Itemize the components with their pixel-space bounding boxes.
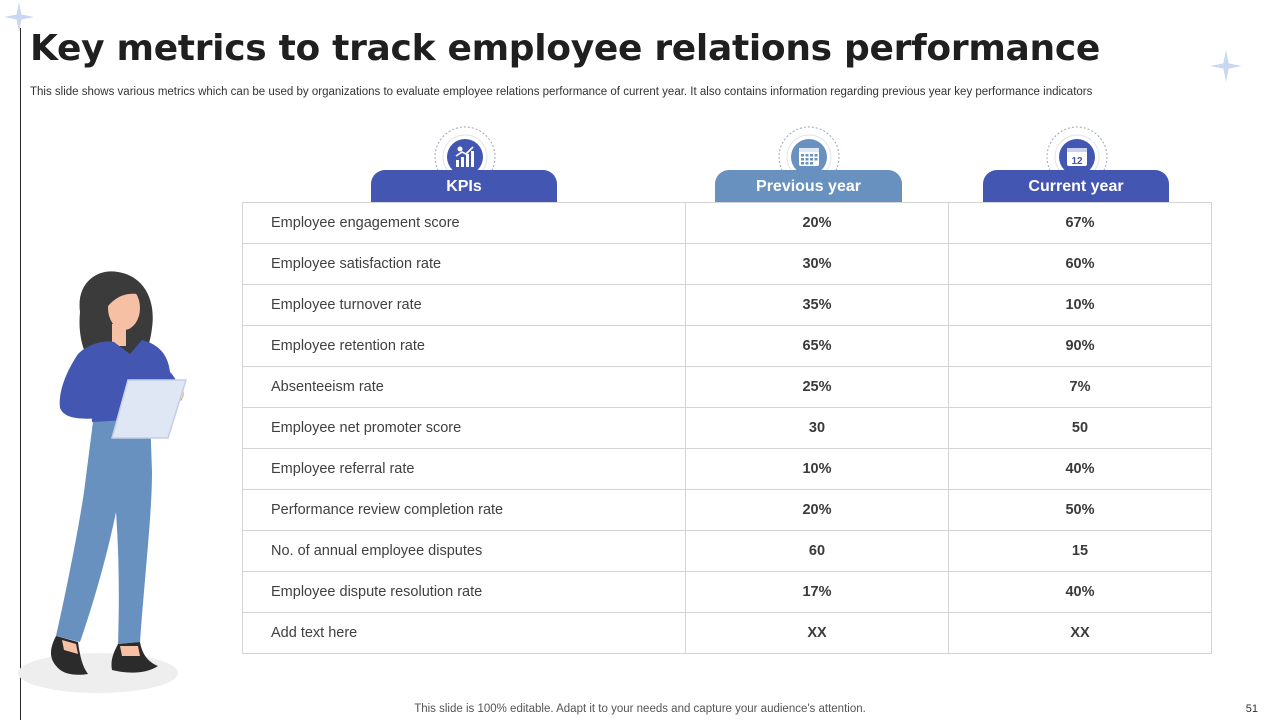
kpi-cell: Add text here — [242, 612, 686, 654]
table-row: Employee engagement score 20% 67% — [242, 202, 1212, 244]
previous-value-cell: 65% — [685, 325, 949, 367]
previous-value-cell: 20% — [685, 202, 949, 244]
kpi-cell: No. of annual employee disputes — [242, 530, 686, 572]
page-number: 51 — [1245, 703, 1258, 715]
woman-with-tablet-illustration — [18, 271, 188, 693]
slide-title: Key metrics to track employee relations … — [30, 28, 1101, 69]
current-value-cell: 50% — [948, 489, 1212, 531]
left-vertical-rule — [20, 28, 21, 720]
kpi-cell: Employee satisfaction rate — [242, 243, 686, 285]
header-previous-year: Previous year — [715, 170, 902, 202]
previous-value-cell: 60 — [685, 530, 949, 572]
sparkle-icon — [4, 2, 34, 32]
current-value-cell: 67% — [948, 202, 1212, 244]
current-value-cell: 40% — [948, 448, 1212, 490]
kpi-cell: Employee dispute resolution rate — [242, 571, 686, 613]
current-value-cell: 60% — [948, 243, 1212, 285]
previous-value-cell: 17% — [685, 571, 949, 613]
table-row: Employee satisfaction rate 30% 60% — [242, 243, 1212, 285]
kpi-cell: Employee retention rate — [242, 325, 686, 367]
current-value-cell: 10% — [948, 284, 1212, 326]
metrics-table: Employee engagement score 20% 67% Employ… — [242, 202, 1212, 654]
current-value-cell: 15 — [948, 530, 1212, 572]
previous-value-cell: 25% — [685, 366, 949, 408]
previous-value-cell: 10% — [685, 448, 949, 490]
previous-value-cell: 30 — [685, 407, 949, 449]
calendar-day-text: 12 — [1071, 156, 1083, 167]
table-row: Employee referral rate 10% 40% — [242, 448, 1212, 490]
kpi-cell: Employee engagement score — [242, 202, 686, 244]
table-row: No. of annual employee disputes 60 15 — [242, 530, 1212, 572]
footer-note: This slide is 100% editable. Adapt it to… — [414, 703, 866, 715]
table-row: Employee retention rate 65% 90% — [242, 325, 1212, 367]
header-current-year: Current year — [983, 170, 1169, 202]
kpi-cell: Employee referral rate — [242, 448, 686, 490]
kpi-cell: Employee net promoter score — [242, 407, 686, 449]
previous-value-cell: 30% — [685, 243, 949, 285]
current-value-cell: 50 — [948, 407, 1212, 449]
previous-value-cell: 20% — [685, 489, 949, 531]
current-value-cell: 7% — [948, 366, 1212, 408]
previous-value-cell: XX — [685, 612, 949, 654]
table-row: Employee turnover rate 35% 10% — [242, 284, 1212, 326]
table-row: Employee dispute resolution rate 17% 40% — [242, 571, 1212, 613]
current-value-cell: XX — [948, 612, 1212, 654]
previous-value-cell: 35% — [685, 284, 949, 326]
current-value-cell: 90% — [948, 325, 1212, 367]
table-row: Performance review completion rate 20% 5… — [242, 489, 1212, 531]
table-row: Add text here XX XX — [242, 612, 1212, 654]
sparkle-icon — [1210, 50, 1242, 82]
slide-subtitle: This slide shows various metrics which c… — [30, 86, 1093, 98]
kpi-cell: Employee turnover rate — [242, 284, 686, 326]
kpi-cell: Performance review completion rate — [242, 489, 686, 531]
kpi-cell: Absenteeism rate — [242, 366, 686, 408]
table-row: Employee net promoter score 30 50 — [242, 407, 1212, 449]
header-kpis: KPIs — [371, 170, 557, 202]
table-row: Absenteeism rate 25% 7% — [242, 366, 1212, 408]
current-value-cell: 40% — [948, 571, 1212, 613]
